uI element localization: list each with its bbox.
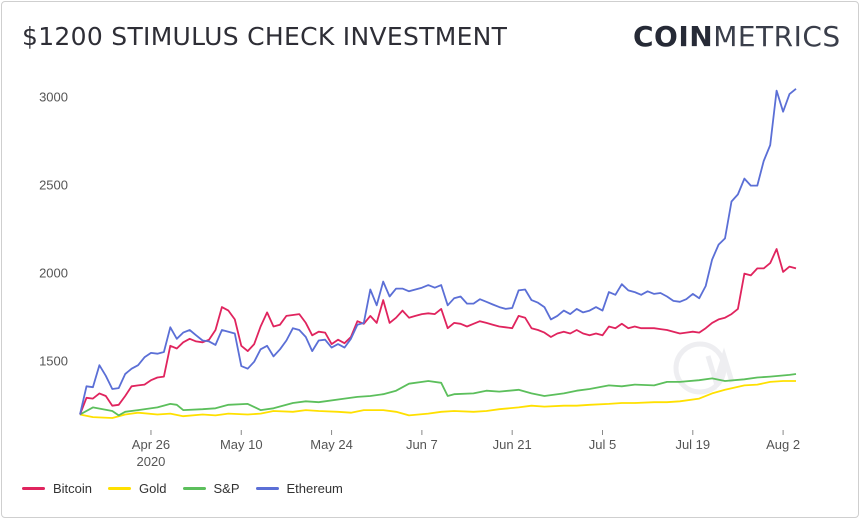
x-tick-year-label: 2020 [136, 454, 165, 469]
series-line-ethereum [79, 88, 797, 415]
legend-label: Gold [139, 481, 167, 496]
legend-label: Bitcoin [53, 481, 93, 496]
x-tick-label: Jun 7 [406, 437, 438, 452]
legend-label: S&P [213, 481, 240, 496]
legend-label: Ethereum [286, 481, 343, 496]
coinmetrics-logo: COINMETRICS [633, 20, 841, 53]
logo-metrics-text: METRICS [713, 20, 841, 53]
y-axis: 1500 2000 2500 3000 [39, 90, 68, 369]
legend-swatch [182, 487, 206, 490]
watermark-logo-icon [673, 341, 735, 395]
legend-item-gold[interactable]: Gold [108, 481, 167, 496]
x-tick-label: Jul 19 [675, 437, 710, 452]
y-tick-label: 2500 [39, 178, 68, 193]
y-tick-label: 3000 [39, 90, 68, 105]
x-tick-label: Jun 21 [493, 437, 532, 452]
x-tick-label: Apr 26 [132, 437, 170, 452]
legend: Bitcoin Gold S&P Ethereum [22, 481, 359, 496]
legend-swatch [108, 487, 132, 490]
x-tick-label: Aug 2 [766, 437, 800, 452]
series-line-gold [79, 380, 796, 419]
y-tick-label: 2000 [39, 266, 68, 281]
legend-item-ethereum[interactable]: Ethereum [255, 481, 343, 496]
legend-item-s-p[interactable]: S&P [182, 481, 240, 496]
legend-swatch [22, 487, 45, 490]
series-line-s-p [79, 373, 797, 417]
x-tick-label: Jul 5 [589, 437, 616, 452]
legend-swatch [255, 487, 279, 490]
y-tick-label: 1500 [39, 354, 68, 369]
series-line-bitcoin [79, 248, 797, 415]
logo-coin-text: COIN [633, 20, 714, 53]
chart-title: $1200 STIMULUS CHECK INVESTMENT [22, 22, 508, 51]
series-layer [79, 88, 797, 419]
x-tick-label: May 24 [310, 437, 353, 452]
x-axis: Apr 26 2020 May 10 May 24 Jun 7 Jun 21 Jul 5 Ju… [132, 430, 800, 469]
x-tick-label: May 10 [220, 437, 263, 452]
legend-item-bitcoin[interactable]: Bitcoin [22, 481, 92, 496]
